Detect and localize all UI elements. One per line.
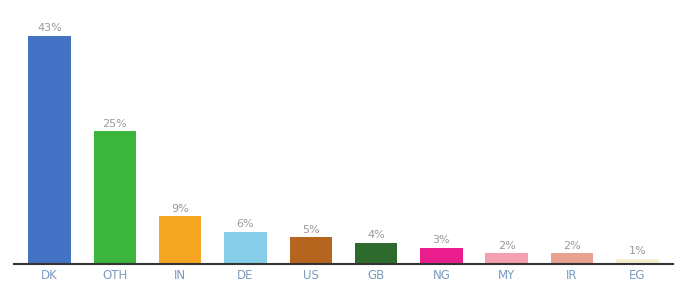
Text: 2%: 2% xyxy=(563,241,581,251)
Text: 5%: 5% xyxy=(302,225,320,235)
Bar xyxy=(29,36,71,264)
Bar xyxy=(486,254,528,264)
Text: 25%: 25% xyxy=(103,118,127,128)
Text: 6%: 6% xyxy=(237,220,254,230)
Bar xyxy=(420,248,462,264)
Text: 4%: 4% xyxy=(367,230,385,240)
Bar xyxy=(616,259,658,264)
Bar xyxy=(159,216,201,264)
Text: 9%: 9% xyxy=(171,203,189,214)
Bar xyxy=(551,254,593,264)
Text: 2%: 2% xyxy=(498,241,515,251)
Text: 43%: 43% xyxy=(37,23,62,33)
Bar xyxy=(94,131,136,264)
Text: 1%: 1% xyxy=(628,246,646,256)
Text: 3%: 3% xyxy=(432,236,450,245)
Bar xyxy=(290,237,332,264)
Bar xyxy=(355,243,397,264)
Bar xyxy=(224,232,267,264)
